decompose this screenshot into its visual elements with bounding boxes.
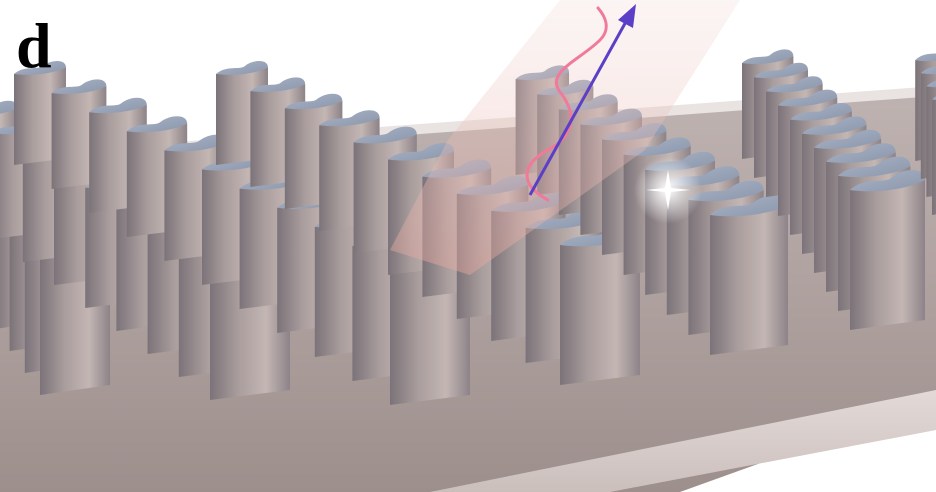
substrate-front-edge	[430, 390, 936, 492]
nanopillar	[850, 170, 925, 330]
outgoing-beam-arrow-icon	[528, 4, 636, 196]
polarization-wave-icon	[525, 6, 608, 202]
panel-label: d	[16, 10, 52, 81]
nanopillar	[710, 195, 788, 355]
nanopillar	[932, 96, 936, 215]
light-sparkle-icon	[634, 156, 702, 224]
